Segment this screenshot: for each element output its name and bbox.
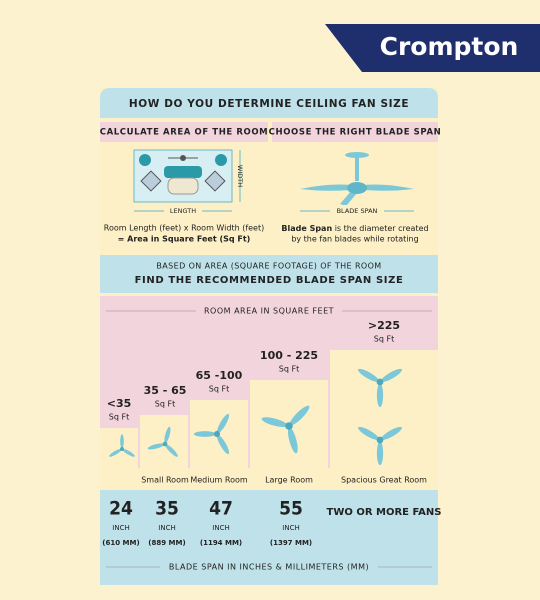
area: >225: [368, 319, 400, 332]
fan-hub: [376, 378, 384, 386]
fan-hub: [376, 436, 384, 444]
fan-hub: [162, 441, 168, 447]
subheader: [272, 122, 438, 142]
fan-blade: [376, 441, 384, 466]
span-label: BLADE SPAN: [337, 207, 378, 215]
subheader: [100, 122, 268, 142]
mm: (889 MM): [148, 539, 185, 547]
label-bg: [196, 305, 342, 317]
recommend-subtitle: BASED ON AREA (SQUARE FOOTAGE) OF THE RO…: [156, 262, 381, 271]
area-unit: Sq Ft: [209, 385, 229, 394]
fan-blade: [287, 427, 298, 454]
header-title: HOW DO YOU DETERMINE CEILING FAN SIZE: [129, 98, 409, 110]
blade-description: Blade Span is the diameter created: [281, 224, 428, 233]
fan-blade: [358, 368, 380, 382]
room-box: [330, 350, 438, 468]
fan-illustration: [300, 152, 414, 212]
fan-hub: [285, 422, 293, 430]
inches: 47: [209, 498, 233, 520]
fan-blade: [122, 449, 135, 457]
blade-heading: CHOOSE THE RIGHT BLADE SPAN: [269, 128, 442, 138]
inches: 35: [155, 498, 179, 520]
label-bg: [160, 561, 378, 573]
room-name: Large Room: [265, 476, 313, 485]
mm: (1397 MM): [270, 539, 312, 547]
mm: (1194 MM): [200, 539, 242, 547]
brand: Crompton: [380, 32, 519, 61]
blade-description-rest: is the diameter created: [332, 224, 428, 233]
fan-blade: [376, 383, 384, 408]
blade-description-bold: Blade Span: [281, 224, 332, 233]
fan-blade: [217, 413, 230, 434]
formula: Room Length (feet) x Room Width (feet): [104, 224, 264, 233]
recommend-title: FIND THE RECOMMENDED BLADE SPAN SIZE: [135, 275, 404, 286]
width-label: WIDTH: [236, 165, 244, 187]
fan-blade: [380, 368, 402, 382]
room-box: [140, 415, 188, 468]
fan-blade: [289, 405, 310, 426]
area-label: ROOM AREA IN SQUARE FEET: [204, 307, 334, 316]
formula: = Area in Square Feet (Sq Ft): [118, 235, 251, 244]
area: 35 - 65: [144, 384, 187, 397]
fan-blade: [261, 417, 288, 428]
room-name: Small Room: [141, 476, 189, 485]
area-unit: Sq Ft: [279, 365, 299, 374]
area: 100 - 225: [260, 349, 318, 362]
header-bar: [100, 88, 438, 118]
fan-blade: [358, 426, 380, 440]
room-name: Medium Room: [190, 476, 248, 485]
fan-blade: [193, 431, 216, 437]
area: 65 -100: [196, 369, 243, 382]
fan-hub: [213, 430, 221, 438]
fan-blade: [165, 444, 178, 457]
recommend-bar: [100, 255, 438, 293]
label-bg: [164, 205, 202, 216]
brand-banner: [325, 24, 540, 72]
footer: BLADE SPAN IN INCHES & MILLIMETERS (MM): [169, 563, 369, 572]
fan-blade: [120, 434, 124, 449]
room-plan: [133, 149, 241, 212]
fan-blade: [109, 449, 122, 457]
area-unit: Sq Ft: [374, 335, 394, 344]
label-bg: [330, 205, 384, 216]
inch-unit: INCH: [212, 524, 229, 532]
note: TWO OR MORE FANS: [327, 507, 442, 518]
inch-unit: INCH: [112, 524, 129, 532]
fan-blade: [147, 443, 165, 450]
room-name: Spacious Great Room: [341, 476, 427, 485]
fan-hub: [120, 447, 124, 451]
inches: 24: [109, 498, 133, 520]
blade-description: by the fan blades while rotating: [291, 235, 418, 244]
calculate-heading: CALCULATE AREA OF THE ROOM: [100, 128, 268, 138]
inch-unit: INCH: [282, 524, 299, 532]
fan-blade: [380, 426, 402, 440]
room-box: [100, 428, 138, 468]
area-unit: Sq Ft: [109, 413, 129, 422]
mm: (610 MM): [102, 539, 139, 547]
length-label: LENGTH: [170, 207, 196, 215]
area-unit: Sq Ft: [155, 400, 175, 409]
fan-blade: [217, 434, 230, 455]
fan-blade: [164, 426, 171, 444]
area: <35: [107, 397, 132, 410]
inches: 55: [279, 498, 303, 520]
inch-unit: INCH: [158, 524, 175, 532]
